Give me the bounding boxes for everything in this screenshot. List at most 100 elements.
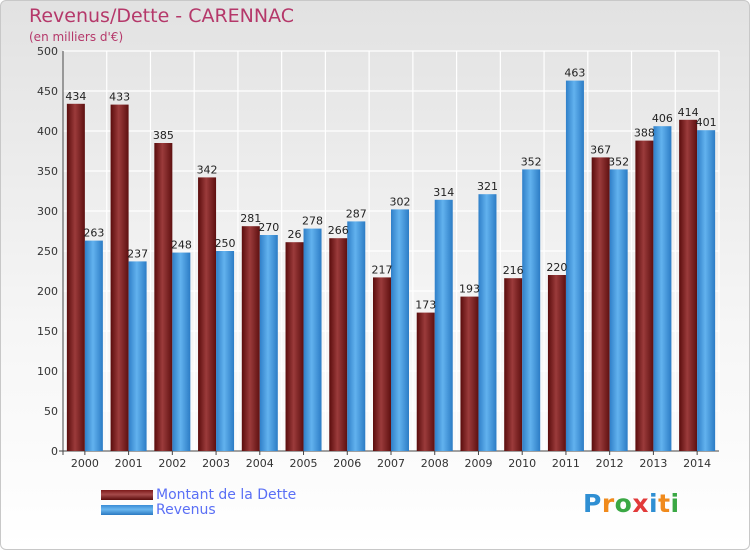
data-label-debt: 281: [240, 212, 261, 225]
x-tick-label: 2008: [421, 457, 449, 470]
bar-debt: [329, 238, 348, 451]
y-tick-label: 350: [37, 165, 58, 178]
data-label-debt: 367: [590, 143, 611, 156]
bars: [66, 80, 716, 452]
legend-swatch-revenue: [101, 505, 153, 515]
data-label-revenue: 463: [564, 67, 585, 80]
y-tick-label: 0: [51, 445, 58, 458]
data-label-debt: 414: [678, 106, 699, 119]
data-label-revenue: 270: [258, 221, 279, 234]
x-tick-label: 2013: [639, 457, 667, 470]
bar-debt: [635, 140, 654, 451]
bar-revenue: [478, 194, 497, 451]
bar-debt: [373, 277, 391, 451]
bar-revenue: [347, 221, 366, 451]
data-label-revenue: 250: [215, 237, 236, 250]
data-label-revenue: 401: [696, 116, 717, 129]
legend-swatch-debt: [101, 490, 153, 500]
proxiti-logo: Proxiti: [583, 489, 680, 518]
bar-debt: [591, 157, 610, 451]
x-tick-label: 2009: [464, 457, 492, 470]
bar-revenue: [697, 130, 716, 451]
chart-subtitle: (en milliers d'€): [29, 30, 124, 44]
data-label-debt: 217: [372, 263, 393, 276]
data-label-revenue: 263: [83, 227, 104, 240]
logo-letter: P: [583, 489, 602, 518]
bar-debt: [460, 296, 479, 451]
y-tick-label: 250: [37, 245, 58, 258]
bar-debt: [110, 104, 129, 451]
bar-revenue: [565, 80, 584, 451]
x-tick-label: 2007: [377, 457, 405, 470]
bar-debt: [241, 226, 260, 451]
data-label-revenue: 237: [127, 247, 148, 260]
data-label-revenue: 302: [390, 195, 411, 208]
x-tick-label: 2011: [552, 457, 580, 470]
data-label-debt: 342: [197, 163, 218, 176]
data-label-revenue: 406: [652, 112, 673, 125]
data-label-revenue: 278: [302, 215, 323, 228]
y-tick-label: 150: [37, 325, 58, 338]
y-tick-label: 50: [44, 405, 58, 418]
data-label-debt: 216: [503, 264, 524, 277]
bar-debt: [504, 278, 523, 451]
x-tick-label: 2003: [202, 457, 230, 470]
x-tick-label: 2010: [508, 457, 536, 470]
y-tick-label: 200: [37, 285, 58, 298]
x-tick-label: 2000: [71, 457, 99, 470]
bar-revenue: [653, 126, 672, 451]
data-label-revenue: 352: [608, 155, 629, 168]
y-tick-label: 500: [37, 45, 58, 58]
logo-letter: r: [601, 489, 615, 518]
bar-revenue: [391, 209, 409, 451]
data-label-revenue: 248: [171, 239, 192, 252]
data-label-revenue: 314: [433, 186, 454, 199]
x-tick-label: 2001: [115, 457, 143, 470]
bar-revenue: [128, 261, 147, 451]
legend-label-revenue: Revenus: [156, 502, 216, 518]
bar-revenue: [609, 169, 628, 451]
data-label-debt: 388: [634, 127, 655, 140]
chart-title: Revenus/Dette - CARENNAC: [29, 5, 295, 27]
data-label-revenue: 352: [521, 155, 542, 168]
bar-debt: [547, 275, 566, 451]
data-label-debt: 26: [288, 228, 302, 241]
bar-revenue: [216, 251, 235, 451]
x-tick-label: 2012: [596, 457, 624, 470]
bar-revenue: [434, 199, 453, 451]
logo-letter: t: [658, 489, 671, 518]
legend-label-debt: Montant de la Dette: [156, 487, 297, 503]
data-label-revenue: 287: [346, 207, 367, 220]
data-label-debt: 434: [65, 90, 86, 103]
bar-debt: [198, 177, 217, 451]
x-tick-label: 2005: [290, 457, 318, 470]
bar-debt: [679, 119, 698, 452]
logo-letter: i: [670, 489, 680, 518]
bar-revenue: [84, 240, 103, 451]
logo-letter: x: [632, 489, 649, 518]
data-label-revenue: 321: [477, 180, 498, 193]
y-tick-label: 450: [37, 85, 58, 98]
bar-chart: 0 50 100 150 200 250 300 350 400 450 500 2000 2001 20…: [37, 45, 720, 470]
bar-debt: [285, 242, 304, 451]
y-tick-label: 400: [37, 125, 58, 138]
data-label-debt: 266: [328, 224, 349, 237]
y-tick-label: 300: [37, 205, 58, 218]
bar-debt: [154, 143, 173, 451]
bar-revenue: [172, 252, 191, 451]
y-tick-label: 100: [37, 365, 58, 378]
data-label-debt: 433: [109, 91, 130, 104]
bar-revenue: [259, 235, 278, 451]
bar-debt: [416, 312, 435, 451]
bar-debt: [66, 103, 85, 452]
x-tick-label: 2004: [246, 457, 274, 470]
bar-revenue: [522, 169, 541, 451]
data-label-debt: 220: [546, 261, 567, 274]
x-tick-label: 2006: [333, 457, 361, 470]
data-label-debt: 173: [415, 299, 436, 312]
data-label-debt: 193: [459, 283, 480, 296]
logo-letter: o: [614, 489, 633, 518]
x-tick-label: 2014: [683, 457, 711, 470]
